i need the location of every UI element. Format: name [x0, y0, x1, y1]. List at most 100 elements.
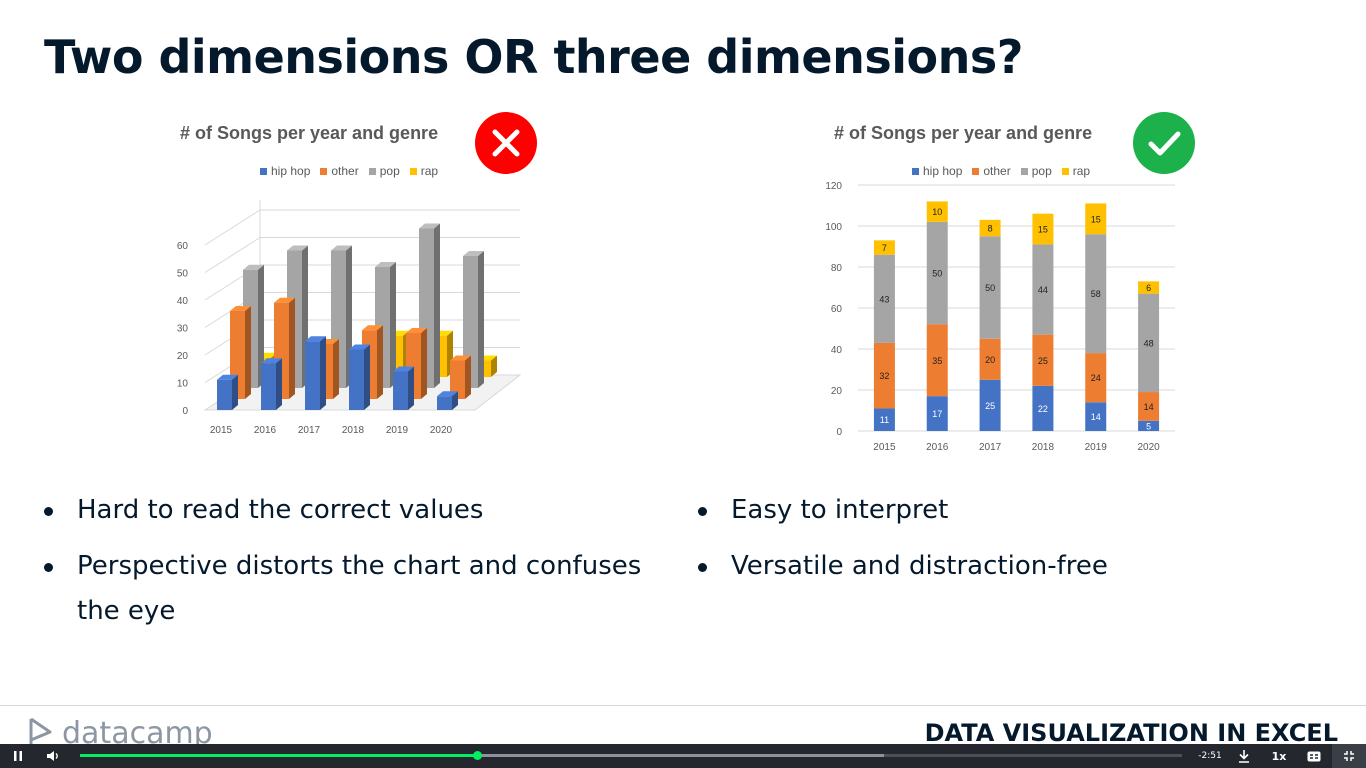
data-label: 25 — [1038, 356, 1048, 366]
data-label: 35 — [932, 356, 942, 366]
bar-segment-other — [1138, 392, 1160, 421]
footer-divider — [0, 705, 1366, 706]
bar-3d-other — [450, 355, 471, 399]
data-label: 22 — [1038, 404, 1048, 414]
y-tick-label: 10 — [177, 379, 189, 390]
data-label: 6 — [1146, 283, 1151, 293]
bar-segment-rap — [1085, 203, 1107, 235]
legend-item-pop: pop — [1020, 164, 1052, 178]
legend-item-other: other — [320, 164, 359, 178]
captions-icon[interactable] — [1303, 744, 1325, 768]
y-tick-label: 60 — [177, 241, 189, 252]
slide-title: Two dimensions OR three dimensions? — [44, 30, 1023, 84]
x-tick-label: 2019 — [1085, 442, 1108, 453]
time-remaining: -2:51 — [1198, 751, 1222, 761]
bar-segment-other — [873, 342, 895, 409]
y-tick-label: 100 — [825, 222, 842, 233]
pause-icon[interactable] — [8, 744, 28, 768]
data-label: 10 — [932, 207, 942, 217]
x-tick-label: 2020 — [1137, 442, 1160, 453]
bar-3d-pop — [463, 251, 484, 388]
bar-3d-hip-hop — [261, 358, 282, 410]
legend-label: hip hop — [923, 164, 963, 178]
bar-segment-hip-hop — [926, 396, 948, 431]
right-stacked-bar-chart: 0204060801001201132437201517355010201625… — [825, 181, 1175, 453]
bar-segment-other — [1085, 353, 1107, 403]
x-tick-label: 2015 — [873, 442, 896, 453]
bar-segment-other — [926, 324, 948, 397]
progress-track[interactable] — [80, 751, 1182, 760]
progress-handle[interactable] — [472, 751, 482, 760]
y-tick-label: 40 — [831, 345, 843, 356]
legend-swatch — [320, 167, 328, 175]
data-label: 15 — [1038, 225, 1048, 235]
legend-label: other — [331, 164, 359, 178]
data-label: 20 — [985, 355, 995, 365]
legend-swatch — [368, 167, 376, 175]
data-label: 14 — [1144, 402, 1154, 412]
right-bullet-list: Easy to interpret Versatile and distract… — [698, 488, 1338, 600]
left-chart-legend: hip hop other pop rap — [260, 164, 438, 178]
bullet-item: Easy to interpret — [698, 488, 1338, 533]
bar-3d-hip-hop — [305, 336, 326, 410]
buffered-bar — [80, 754, 885, 757]
bar-segment-rap — [873, 240, 895, 255]
volume-icon[interactable] — [42, 744, 64, 768]
data-label: 5 — [1146, 421, 1151, 431]
video-player-controls: -2:51 1x — [0, 744, 1366, 768]
legend-label: hip hop — [271, 164, 311, 178]
data-label: 25 — [985, 401, 995, 411]
data-label: 44 — [1038, 285, 1048, 295]
x-tick-label: 2016 — [254, 425, 277, 436]
bar-segment-pop — [1032, 244, 1054, 335]
playback-speed-button[interactable]: 1x — [1271, 749, 1287, 763]
legend-item-other: other — [972, 164, 1011, 178]
exit-fullscreen-icon[interactable] — [1332, 744, 1366, 768]
legend-label: rap — [1072, 164, 1091, 178]
legend-swatch — [972, 167, 980, 175]
legend-item-rap: rap — [409, 164, 439, 178]
bar-segment-hip-hop — [873, 408, 895, 431]
bar-segment-hip-hop — [1032, 385, 1054, 431]
legend-swatch — [912, 167, 919, 175]
y-tick-label: 20 — [177, 351, 189, 362]
bar-segment-pop — [979, 236, 1001, 339]
y-tick-label: 60 — [831, 304, 843, 315]
bar-segment-other — [979, 338, 1001, 380]
x-tick-label: 2019 — [386, 425, 409, 436]
download-icon[interactable] — [1233, 744, 1255, 768]
bullet-item: Hard to read the correct values — [44, 488, 684, 533]
bar-segment-pop — [1085, 234, 1107, 354]
bar-segment-pop — [1138, 293, 1160, 393]
bar-segment-rap — [1138, 281, 1160, 294]
legend-swatch — [409, 167, 417, 175]
data-label: 15 — [1091, 214, 1101, 224]
bar-segment-pop — [873, 254, 895, 343]
y-tick-label: 30 — [177, 324, 189, 335]
bar-3d-hip-hop — [437, 391, 458, 410]
legend-item-hip-hop: hip hop — [260, 164, 310, 178]
bar-segment-pop — [926, 221, 948, 325]
x-tick-label: 2018 — [342, 425, 365, 436]
legend-swatch — [1020, 167, 1028, 175]
x-tick-label: 2017 — [298, 425, 321, 436]
y-tick-label: 40 — [177, 296, 189, 307]
gridline-side — [204, 237, 261, 273]
legend-swatch — [260, 167, 267, 175]
left-chart-title: # of Songs per year and genre — [180, 123, 439, 143]
legend-label: other — [983, 164, 1011, 178]
bar-segment-rap — [1032, 213, 1054, 245]
legend-label: rap — [420, 164, 439, 178]
data-label: 32 — [879, 371, 889, 381]
bar-segment-hip-hop — [1085, 402, 1107, 431]
right-chart-title: # of Songs per year and genre — [834, 123, 1093, 143]
bar-segment-hip-hop — [979, 379, 1001, 431]
bar-segment-rap — [979, 219, 1001, 237]
data-label: 14 — [1091, 412, 1101, 422]
data-label: 11 — [880, 415, 889, 425]
data-label: 50 — [985, 283, 995, 293]
bar-segment-other — [1032, 334, 1054, 386]
data-label: 24 — [1091, 373, 1101, 383]
legend-label: pop — [1031, 164, 1052, 178]
x-badge-icon — [475, 112, 537, 174]
